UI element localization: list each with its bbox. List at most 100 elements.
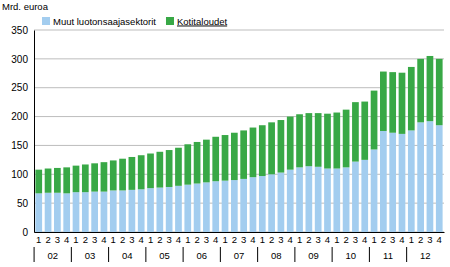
bar xyxy=(222,181,229,232)
x-tick: 4 xyxy=(288,232,293,245)
group-separator xyxy=(332,247,333,262)
x-groups: 0203040506070809101112 xyxy=(34,247,430,262)
bar xyxy=(54,193,61,232)
x-tick-label: 4 xyxy=(325,234,330,245)
x-tick-label: 4 xyxy=(288,234,293,245)
x-tick: 3 xyxy=(427,232,432,245)
x-tick: 4 xyxy=(250,232,255,245)
bar xyxy=(389,133,396,232)
bar xyxy=(250,128,257,178)
y-tick-label: 50 xyxy=(17,198,29,209)
x-tick: 2 xyxy=(232,232,237,245)
bar xyxy=(287,170,294,232)
x-tick-label: 3 xyxy=(427,234,432,245)
bar xyxy=(54,168,61,193)
x-tick-label: 1 xyxy=(73,234,78,245)
y-tick-label: 150 xyxy=(11,140,28,151)
x-tick-label: 1 xyxy=(409,234,414,245)
bar xyxy=(184,144,191,184)
bar xyxy=(138,189,145,232)
x-tick: 2 xyxy=(343,232,348,245)
y-tick: 200 xyxy=(11,111,34,122)
bar xyxy=(212,137,219,181)
group-separator xyxy=(257,247,258,262)
bar xyxy=(45,169,52,193)
group-separator xyxy=(294,247,295,262)
y-tick-label: 0 xyxy=(22,227,28,238)
bar xyxy=(63,167,70,193)
bar xyxy=(352,102,359,161)
bar xyxy=(436,125,443,232)
x-tick: 3 xyxy=(92,232,97,245)
x-tick: 1 xyxy=(36,232,41,245)
x-tick-label: 1 xyxy=(334,234,339,245)
group-separator xyxy=(220,247,221,262)
bar xyxy=(259,176,266,232)
x-tick: 1 xyxy=(334,232,339,245)
x-group-label: 02 xyxy=(47,250,58,261)
x-tick: 4 xyxy=(325,232,330,245)
bar xyxy=(399,73,406,134)
bar xyxy=(343,167,350,232)
x-tick-label: 3 xyxy=(353,234,358,245)
x-tick: 1 xyxy=(73,232,78,245)
y-axis-line xyxy=(34,31,35,233)
bar xyxy=(417,59,424,122)
grid-line xyxy=(34,58,444,59)
x-tick-label: 2 xyxy=(45,234,50,245)
bar xyxy=(101,162,108,191)
bar xyxy=(408,130,415,232)
x-tick: 2 xyxy=(306,232,311,245)
bar xyxy=(119,190,126,232)
chart: 0501001502002503003501234123412341234123… xyxy=(0,0,450,267)
x-group-label: 07 xyxy=(234,250,245,261)
x-tick-label: 4 xyxy=(139,234,144,245)
bar xyxy=(73,166,80,193)
bar xyxy=(110,190,117,232)
x-tick: 4 xyxy=(139,232,144,245)
x-tick-label: 2 xyxy=(306,234,311,245)
grid-line xyxy=(34,30,444,31)
bar xyxy=(380,72,387,131)
bar xyxy=(436,59,443,125)
x-tick-label: 3 xyxy=(316,234,321,245)
x-tick-label: 1 xyxy=(260,234,265,245)
y-tick-label: 300 xyxy=(11,54,28,65)
x-tick-label: 3 xyxy=(204,234,209,245)
y-axis: 050100150200250300350 xyxy=(11,25,34,238)
group-separator xyxy=(406,247,407,262)
legend-swatch xyxy=(166,17,174,25)
x-tick-label: 1 xyxy=(36,234,41,245)
x-tick: 2 xyxy=(45,232,50,245)
bar xyxy=(203,140,210,183)
y-tick-label: 100 xyxy=(11,169,28,180)
bar xyxy=(268,174,275,232)
bar xyxy=(35,170,42,194)
x-tick: 1 xyxy=(185,232,190,245)
x-tick-label: 2 xyxy=(381,234,386,245)
bar xyxy=(194,142,201,184)
x-tick-label: 2 xyxy=(120,234,125,245)
x-group-label: 08 xyxy=(271,250,282,261)
x-tick-label: 3 xyxy=(129,234,134,245)
x-tick-label: 2 xyxy=(343,234,348,245)
x-tick-label: 4 xyxy=(213,234,218,245)
x-tick-label: 1 xyxy=(148,234,153,245)
x-group-label: 03 xyxy=(85,250,96,261)
x-tick: 4 xyxy=(399,232,404,245)
bar xyxy=(138,155,145,189)
x-tick-label: 3 xyxy=(55,234,60,245)
x-tick-label: 3 xyxy=(92,234,97,245)
x-tick: 3 xyxy=(353,232,358,245)
x-tick: 1 xyxy=(148,232,153,245)
bar xyxy=(129,190,136,232)
x-tick-label: 2 xyxy=(269,234,274,245)
group-separator xyxy=(369,247,370,262)
x-tick: 2 xyxy=(418,232,423,245)
x-tick: 1 xyxy=(260,232,265,245)
bar xyxy=(278,173,285,232)
bar xyxy=(231,133,238,180)
y-tick: 50 xyxy=(17,198,34,209)
bar xyxy=(343,110,350,168)
legend: Muut luotonsaajasektoritKotitaloudet xyxy=(42,16,228,27)
